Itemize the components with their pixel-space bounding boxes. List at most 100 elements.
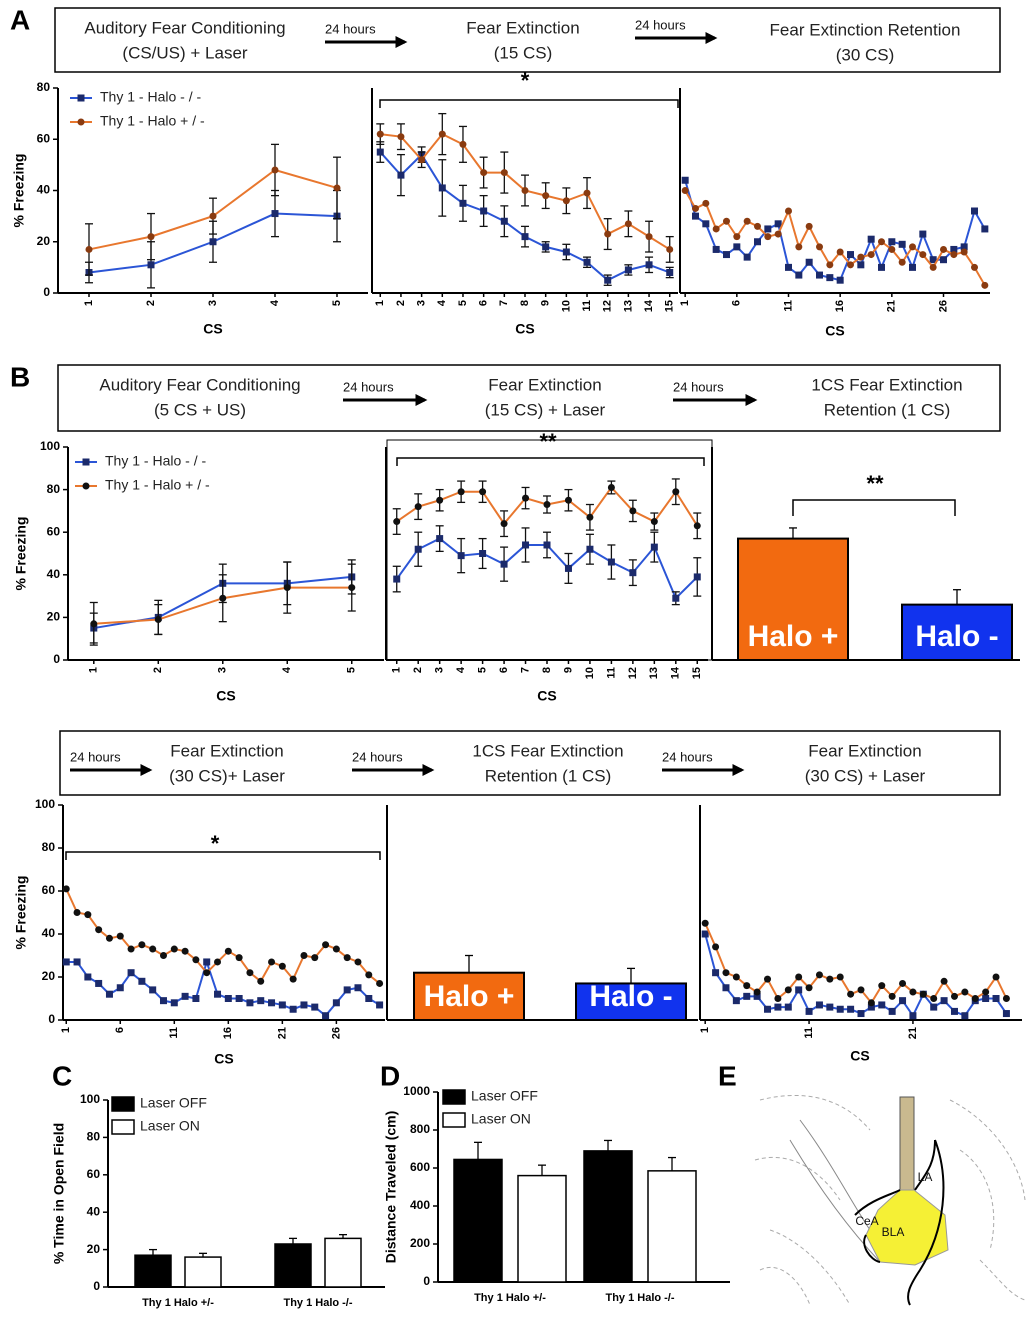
marker	[278, 1001, 286, 1009]
marker	[899, 979, 907, 987]
stage-text: Fear Extinction	[170, 741, 283, 760]
x-tick-label: 7	[519, 667, 531, 673]
marker	[224, 995, 232, 1002]
marker	[607, 558, 615, 566]
marker	[149, 945, 157, 953]
x-tick-label: 5	[346, 667, 358, 673]
marker	[784, 986, 792, 994]
arrow-label: 24 hours	[635, 17, 686, 32]
x-tick-label: 13	[622, 300, 634, 312]
stage-text: Fear Extinction	[466, 18, 579, 37]
marker	[459, 140, 467, 148]
marker	[105, 934, 113, 942]
marker	[930, 995, 938, 1002]
y-tick-label: 100	[80, 1092, 100, 1106]
x-tick-label: 1	[88, 667, 100, 673]
marker	[754, 222, 761, 230]
marker	[414, 503, 422, 511]
marker	[604, 276, 612, 284]
marker	[365, 971, 373, 979]
arrow-label: 24 hours	[70, 749, 121, 764]
marker	[692, 212, 699, 220]
marker	[343, 954, 351, 962]
marker	[650, 543, 658, 551]
x-axis-label: CS	[515, 321, 534, 337]
bar	[517, 1174, 567, 1283]
marker	[1002, 995, 1010, 1002]
marker	[732, 997, 740, 1005]
marker	[192, 995, 200, 1002]
marker	[376, 148, 384, 156]
marker	[73, 958, 81, 966]
marker	[500, 217, 508, 225]
panel-letter: B	[10, 361, 30, 392]
marker	[795, 973, 803, 981]
x-tick-label: 21	[907, 1027, 919, 1039]
marker	[774, 220, 782, 228]
marker	[257, 997, 265, 1005]
stage-text: Auditory Fear Conditioning	[99, 375, 300, 394]
marker	[981, 281, 989, 289]
marker	[645, 233, 653, 241]
marker	[743, 217, 751, 225]
marker	[666, 245, 674, 253]
bar-label: Halo +	[424, 980, 515, 1013]
y-tick-label: 60	[37, 131, 51, 145]
marker	[785, 263, 792, 271]
x-tick-label: 14	[643, 299, 655, 312]
y-tick-label: 80	[42, 840, 56, 854]
y-tick-label: 40	[87, 1204, 101, 1218]
marker	[909, 1012, 917, 1020]
stage-text: (30 CS)	[836, 45, 895, 64]
marker	[961, 988, 969, 996]
marker	[170, 999, 178, 1007]
marker	[332, 945, 340, 953]
marker	[733, 233, 741, 241]
x-tick-label: 26	[330, 1027, 342, 1039]
bar	[134, 1254, 172, 1288]
stage-text: (15 CS) + Laser	[485, 400, 606, 419]
marker	[268, 958, 276, 966]
marker	[480, 207, 488, 215]
marker	[116, 932, 124, 940]
marker	[414, 545, 422, 553]
marker	[214, 990, 222, 998]
marker	[586, 545, 594, 553]
marker	[930, 1003, 938, 1011]
marker	[436, 496, 444, 504]
marker	[289, 1005, 297, 1013]
legend-swatch	[442, 1089, 466, 1105]
x-tick-label: 11	[803, 1027, 815, 1039]
marker	[878, 1001, 886, 1009]
x-tick-label: 1	[374, 300, 386, 306]
y-axis-label: % Time in Open Field	[51, 1123, 67, 1264]
bar	[274, 1243, 312, 1288]
marker	[847, 251, 854, 259]
marker	[543, 501, 551, 509]
marker	[224, 947, 232, 955]
x-tick-label: 3	[217, 667, 229, 673]
marker	[867, 235, 875, 243]
marker	[836, 1005, 844, 1013]
marker	[982, 988, 990, 996]
marker	[343, 986, 351, 994]
y-tick-label: 0	[423, 1274, 430, 1288]
marker	[271, 210, 279, 218]
marker	[909, 243, 916, 251]
marker	[816, 243, 823, 251]
marker	[867, 251, 875, 259]
legend-label: Thy 1 - Halo - / -	[100, 89, 201, 105]
y-tick-label: 80	[47, 482, 61, 496]
y-tick-label: 80	[87, 1130, 101, 1144]
x-axis-label: CS	[216, 688, 235, 704]
marker	[159, 952, 167, 959]
marker	[138, 941, 146, 949]
x-tick-label: 1	[679, 300, 691, 306]
x-axis-label: CS	[850, 1048, 869, 1064]
marker	[246, 969, 254, 977]
marker	[82, 482, 90, 490]
x-tick-label: 9	[562, 667, 574, 673]
marker	[521, 187, 529, 194]
marker	[898, 258, 906, 266]
marker	[418, 156, 426, 164]
